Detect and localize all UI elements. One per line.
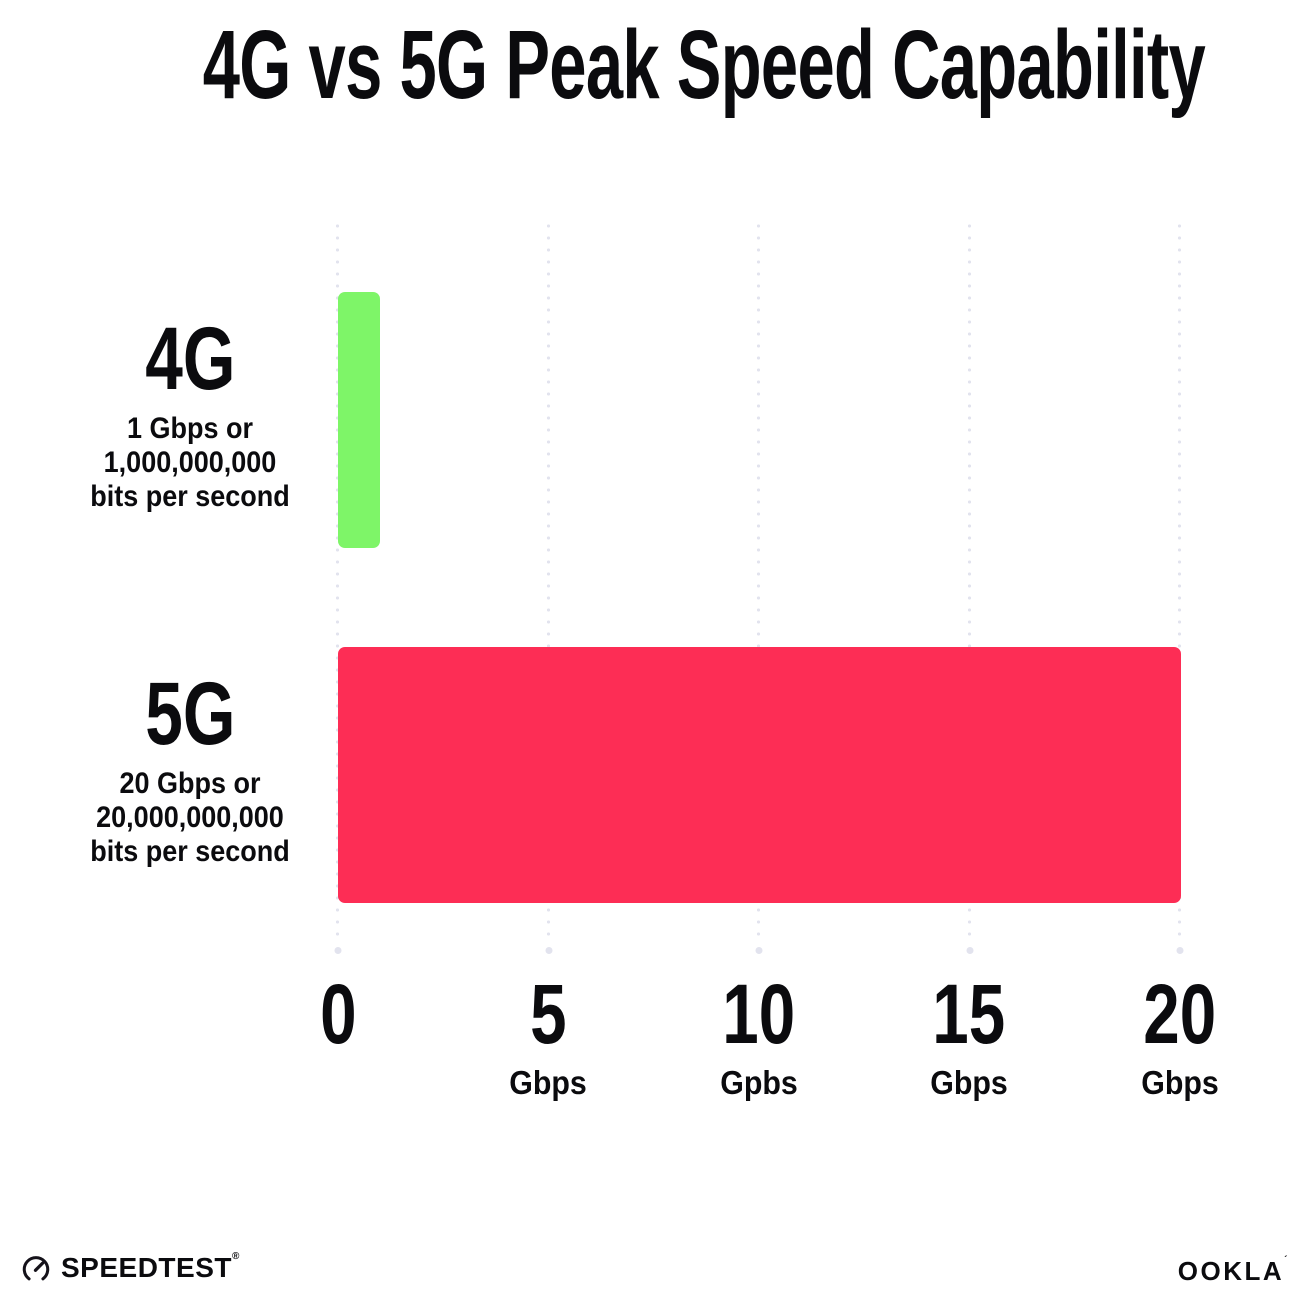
gridline-5gbps bbox=[547, 220, 550, 942]
row-label-4g-title: 4G bbox=[144, 308, 236, 408]
x-tick-0-value: 0 bbox=[319, 967, 357, 1061]
row-label-5g-title: 5G bbox=[144, 663, 236, 763]
row-label-5g-desc-line1: 20 Gbps or bbox=[119, 767, 261, 800]
x-tick-20-unit: Gbps bbox=[1141, 1064, 1219, 1101]
bar-5g bbox=[338, 647, 1181, 903]
row-label-5g: 5G 20 Gbps or 20,000,000,000 bits per se… bbox=[28, 669, 352, 869]
ookla-wordmark: OOKLA bbox=[1177, 1256, 1285, 1286]
row-label-4g-description: 1 Gbps or 1,000,000,000 bits per second bbox=[28, 412, 352, 514]
row-label-5g-desc-line3: bits per second bbox=[90, 835, 290, 868]
row-label-4g-desc-line2: 1,000,000,000 bbox=[103, 446, 277, 479]
x-tick-15: 15 Gbps bbox=[859, 972, 1079, 1102]
x-tick-5-value: 5 bbox=[529, 967, 567, 1061]
chart-title: 4G vs 5G Peak Speed Capability bbox=[202, 10, 1206, 119]
gridline-0gbps bbox=[336, 220, 339, 942]
x-tick-10-unit: Gpbs bbox=[720, 1064, 798, 1101]
gridline-20gbps bbox=[1178, 220, 1181, 942]
x-tick-5: 5 Gbps bbox=[438, 972, 658, 1102]
row-label-4g: 4G 1 Gbps or 1,000,000,000 bits per seco… bbox=[28, 314, 352, 514]
x-tick-20: 20 Gbps bbox=[1070, 972, 1290, 1102]
x-tick-15-value: 15 bbox=[932, 967, 1006, 1061]
x-tick-5-unit: Gbps bbox=[509, 1064, 587, 1101]
speedtest-logo: SPEEDTEST® bbox=[20, 1252, 240, 1284]
x-tick-20-value: 20 bbox=[1143, 967, 1217, 1061]
x-tick-0: 0 bbox=[228, 972, 448, 1064]
row-label-5g-description: 20 Gbps or 20,000,000,000 bits per secon… bbox=[28, 767, 352, 869]
speedtest-gauge-icon bbox=[20, 1252, 52, 1284]
row-label-4g-desc-line1: 1 Gbps or bbox=[126, 412, 254, 445]
x-tick-10: 10 Gpbs bbox=[649, 972, 869, 1102]
bar-4g bbox=[338, 292, 381, 548]
speedtest-trademark: ® bbox=[231, 1251, 240, 1262]
row-label-4g-desc-line3: bits per second bbox=[90, 480, 290, 513]
gridline-15gbps bbox=[968, 220, 971, 942]
row-label-5g-desc-line2: 20,000,000,000 bbox=[96, 801, 284, 834]
gridline-10gbps bbox=[757, 220, 760, 942]
ookla-trademark: ´ bbox=[1284, 1255, 1290, 1266]
ookla-logo: OOKLA´ bbox=[1177, 1255, 1290, 1286]
x-tick-15-unit: Gbps bbox=[930, 1064, 1008, 1101]
speedtest-wordmark: SPEEDTEST® bbox=[61, 1251, 240, 1283]
x-tick-10-value: 10 bbox=[722, 967, 796, 1061]
